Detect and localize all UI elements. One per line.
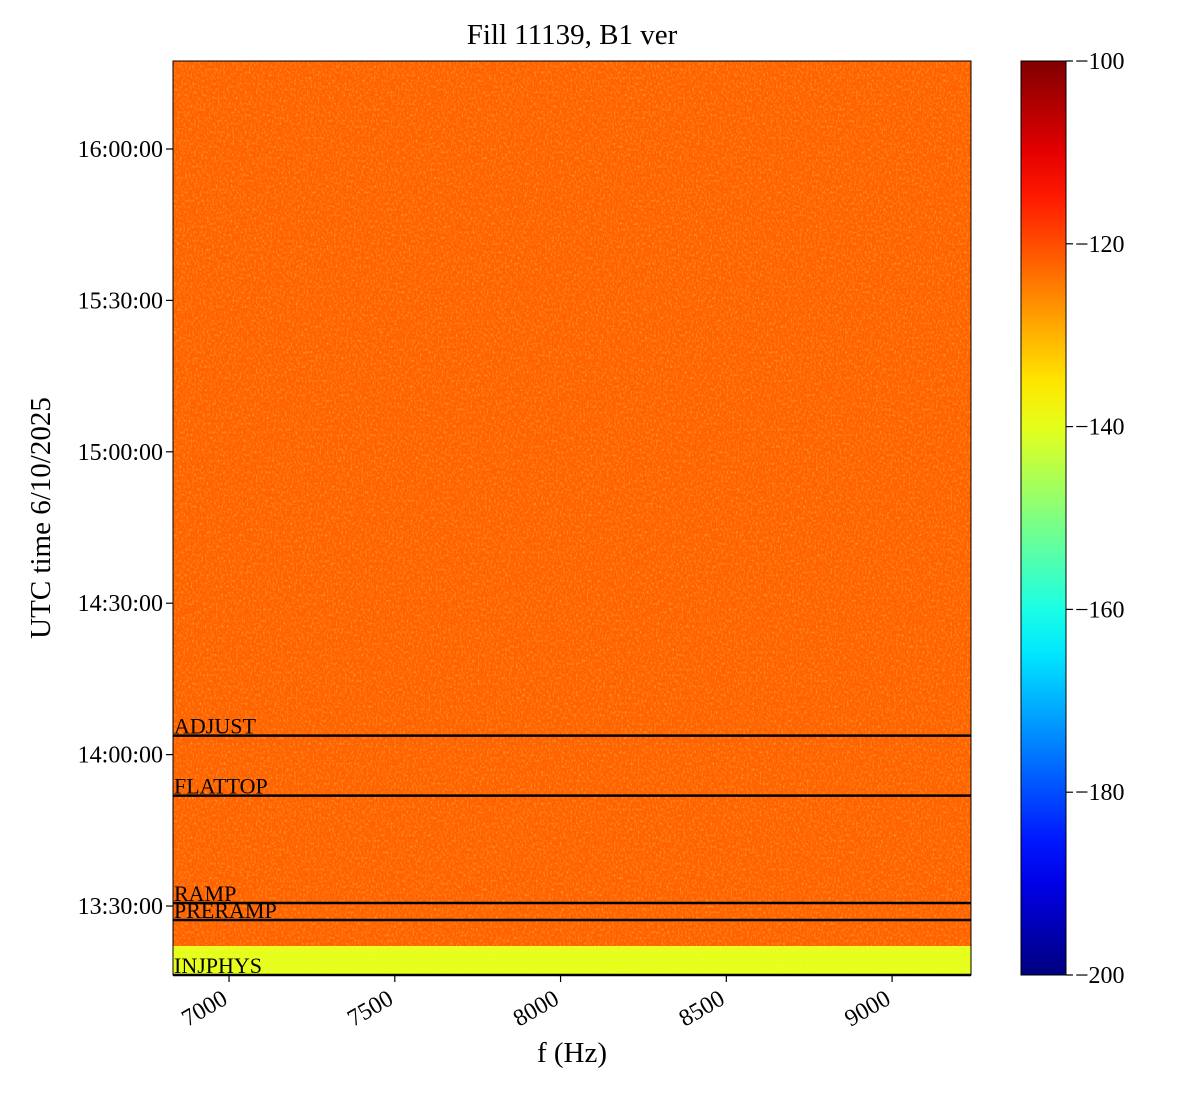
chart-title: Fill 11139, B1 ver — [467, 19, 678, 51]
y-tick-label: 16:00:00 — [78, 137, 163, 163]
x-tick-label: 8000 — [509, 986, 564, 1033]
colorbar-tick-label: −100 — [1075, 49, 1125, 75]
y-tick-label: 15:30:00 — [78, 288, 163, 314]
y-tick-label: 14:00:00 — [78, 743, 163, 769]
x-tick-label: 8500 — [675, 986, 730, 1033]
colorbar-tick-label: −180 — [1075, 780, 1125, 806]
plot-frame — [172, 60, 972, 976]
event-label: FLATTOP — [174, 774, 268, 799]
event-label: PRERAMP — [174, 898, 277, 923]
x-tick-label: 9000 — [841, 986, 896, 1033]
x-tick-label: 7500 — [343, 986, 398, 1033]
colorbar — [1020, 60, 1067, 976]
x-axis-label: f (Hz) — [537, 1037, 607, 1069]
event-label: RAMP — [174, 881, 236, 906]
colorbar-tick-label: −120 — [1075, 232, 1125, 258]
y-tick-label: 14:30:00 — [78, 591, 163, 617]
event-label: ADJUST — [174, 714, 256, 739]
colorbar-tick-label: −200 — [1075, 963, 1125, 989]
colorbar-tick-label: −160 — [1075, 597, 1125, 623]
y-tick-label: 15:00:00 — [78, 440, 163, 466]
colorbar-tick-label: −140 — [1075, 415, 1125, 441]
texture — [173, 61, 971, 975]
x-tick-label: 7000 — [177, 986, 232, 1033]
y-tick-label: 13:30:00 — [78, 894, 163, 920]
event-label: INJPHYS — [174, 953, 262, 978]
y-axis-label: UTC time 6/10/2025 — [25, 397, 57, 639]
